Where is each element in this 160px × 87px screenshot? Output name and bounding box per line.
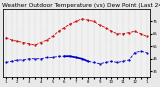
Title: Milwaukee Weather Outdoor Temperature (vs) Dew Point (Last 24 Hours): Milwaukee Weather Outdoor Temperature (v… bbox=[0, 3, 160, 8]
